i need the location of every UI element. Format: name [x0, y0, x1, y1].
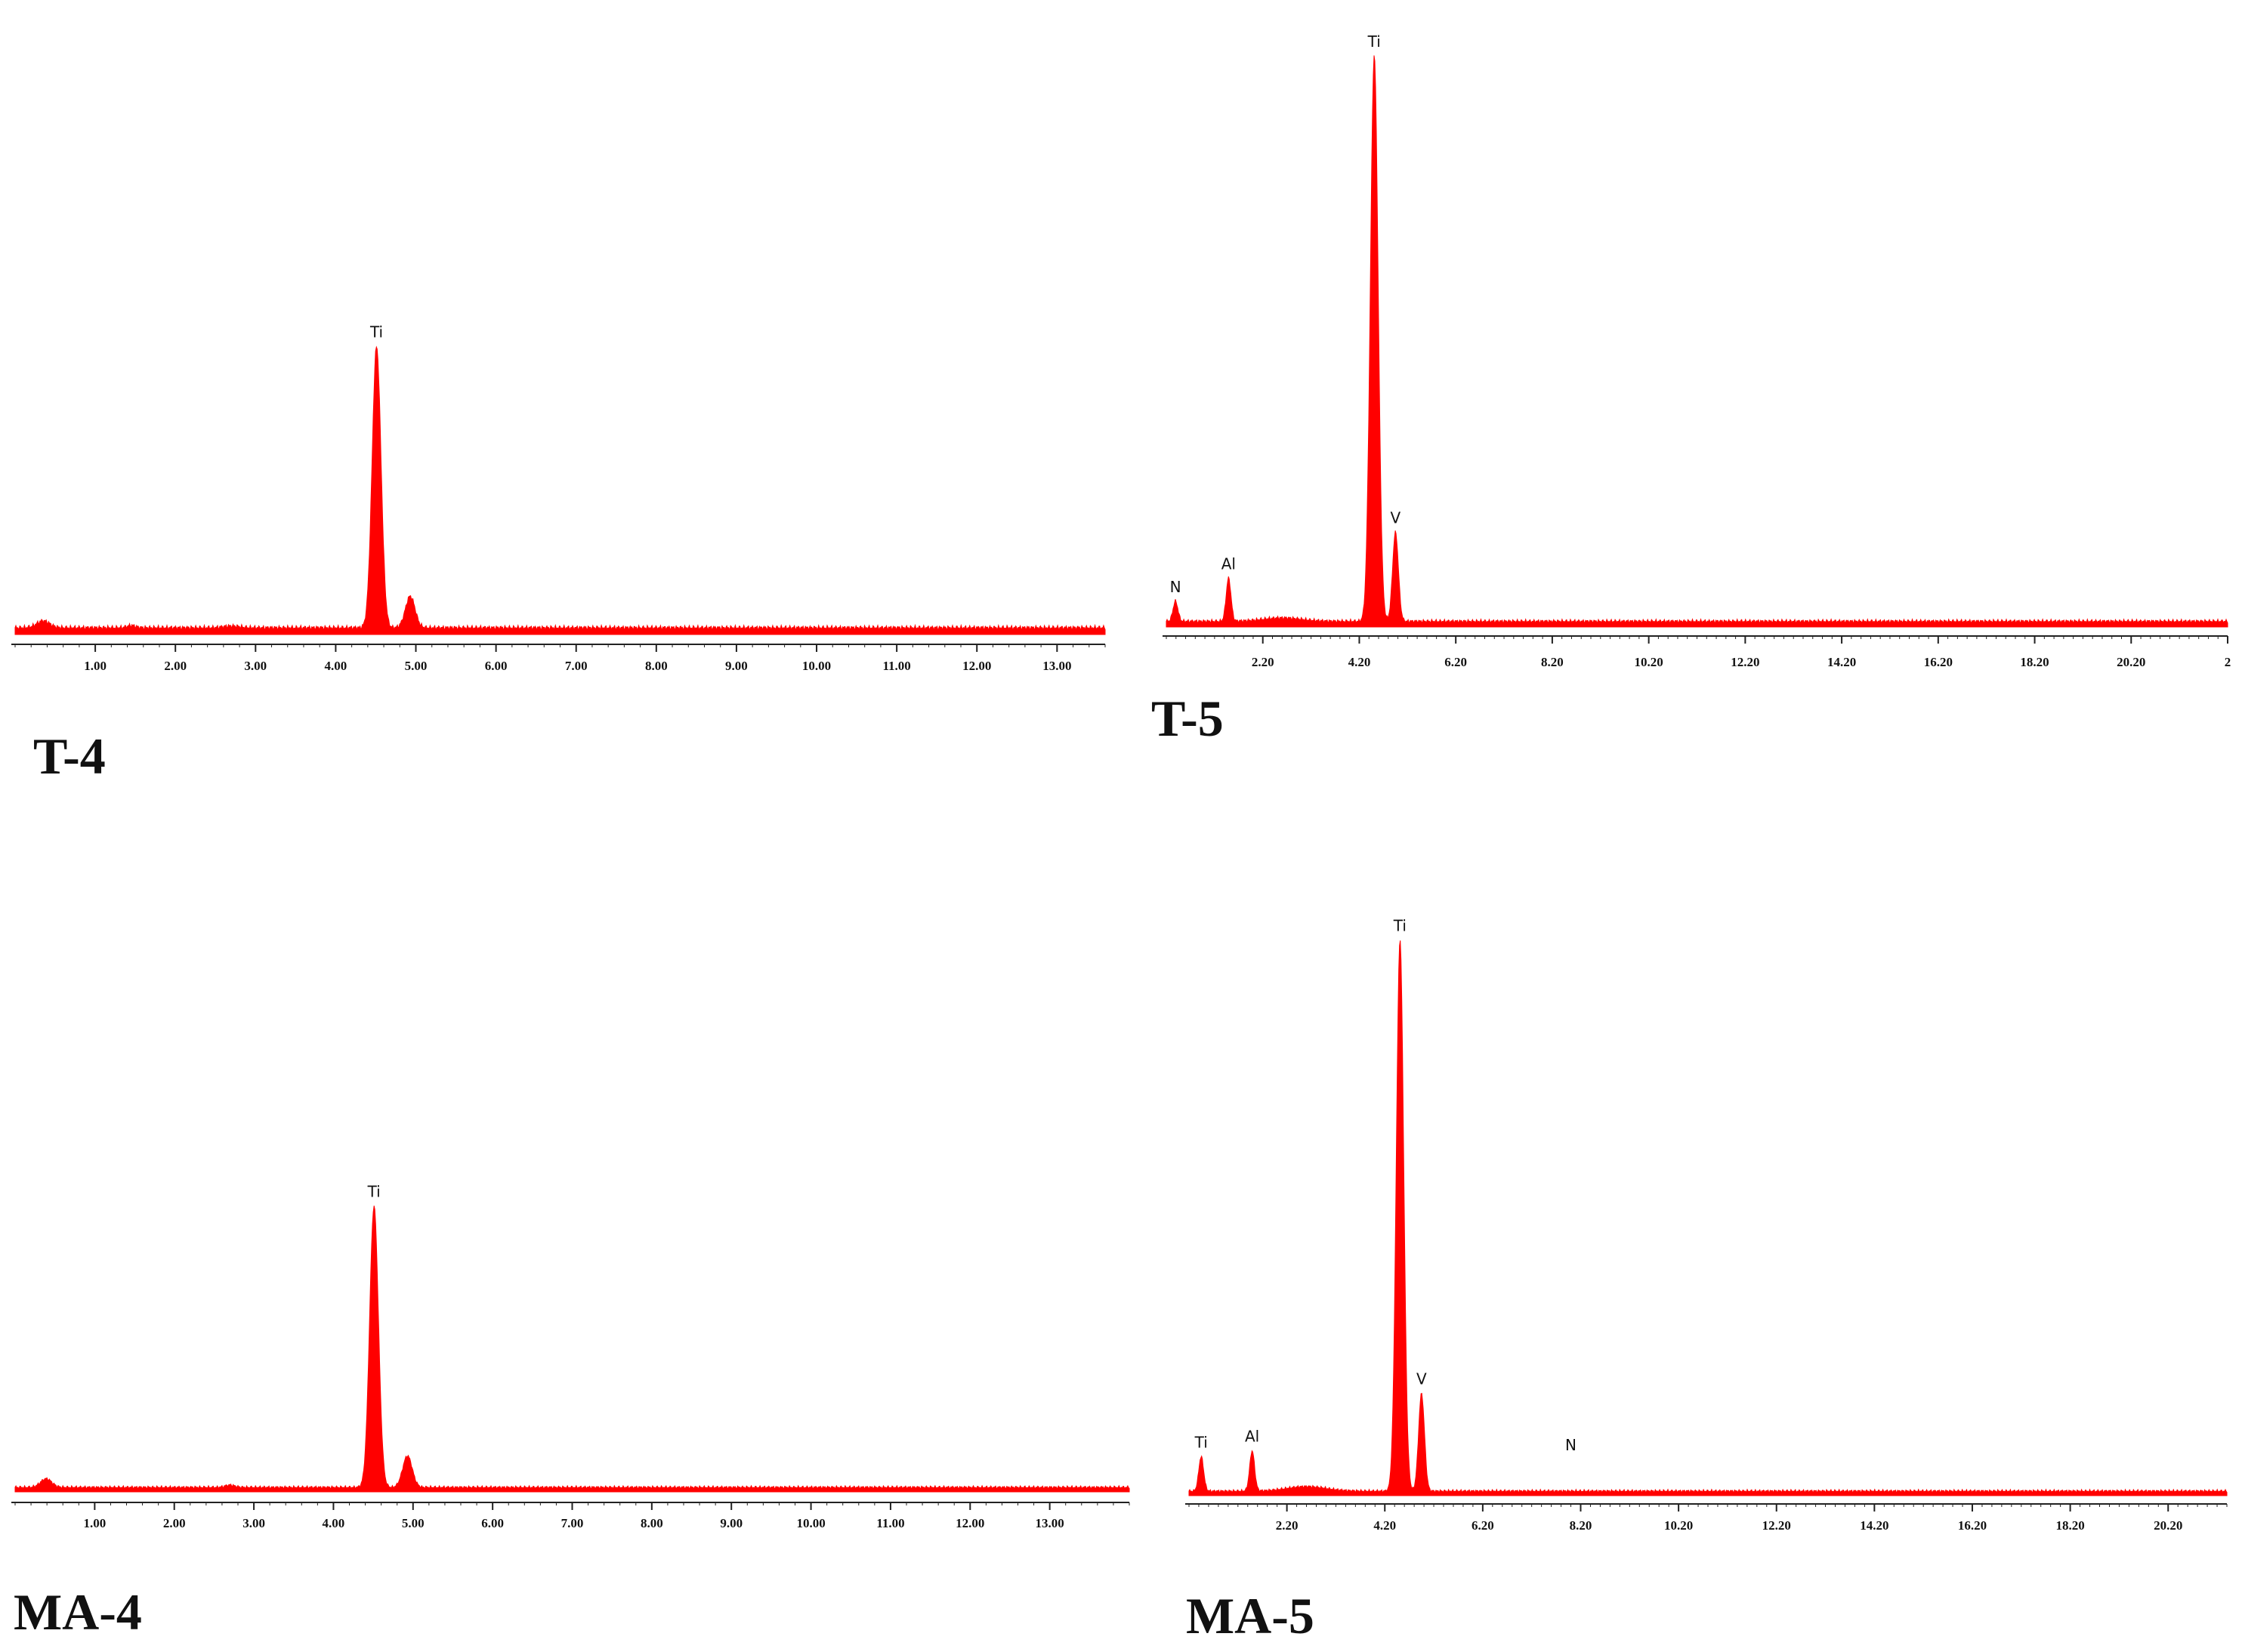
- x-tick-label-t5: 20.20: [2117, 655, 2145, 669]
- peak-label-t5: Ti: [1367, 32, 1381, 51]
- spectrum-panel-t4: 1.00 2.00 3.00 4.00 5.00 6.00 7.00 8.00 9.00 10.0…: [0, 0, 1121, 801]
- x-tick-label-ma5: 18.20: [2055, 1518, 2084, 1533]
- x-tick-label-t5: 8.20: [1541, 655, 1564, 669]
- spectrum-curve-ma4: [14, 1206, 1130, 1493]
- x-tick-label-t5: 2: [2225, 655, 2231, 669]
- x-tick-label-ma4: 9.00: [720, 1516, 743, 1530]
- panel-label-ma4: MA-4: [14, 1583, 142, 1641]
- panel-label-ma5: MA-5: [1186, 1587, 1314, 1644]
- x-tick-label-t5: 14.20: [1827, 655, 1856, 669]
- x-tick-label-t4: 5.00: [405, 659, 428, 673]
- x-tick-label-t4: 8.00: [645, 659, 668, 673]
- x-tick-label-t4: 10.00: [802, 659, 831, 673]
- peak-label-ma5: Al: [1245, 1428, 1259, 1446]
- spectrum-curve-t4: [14, 345, 1106, 635]
- spectrum-chart-t5: 2.20 4.20 6.20 8.20 10.20 12.20 14.20 16.20 18.2…: [1163, 32, 2231, 669]
- x-tick-label-ma4: 8.00: [641, 1516, 663, 1530]
- spectrum-panel-t5: 2.20 4.20 6.20 8.20 10.20 12.20 14.20 16.20 18.2…: [1121, 0, 2242, 801]
- x-tick-label-ma5: 6.20: [1472, 1518, 1494, 1533]
- x-tick-label-t5: 6.20: [1444, 655, 1467, 669]
- spectrum-curve-ma5: [1188, 940, 2228, 1496]
- x-tick-label-ma5: 10.20: [1664, 1518, 1693, 1533]
- peak-label-t5: V: [1391, 509, 1401, 527]
- x-tick-label-t4: 9.00: [725, 659, 748, 673]
- x-tick-label-t5: 4.20: [1348, 655, 1371, 669]
- peak-label-ma5: Ti: [1393, 916, 1407, 934]
- x-tick-label-t4: 12.00: [962, 659, 991, 673]
- peak-label-ma5: N: [1565, 1436, 1577, 1454]
- x-tick-label-ma5: 16.20: [1958, 1518, 1987, 1533]
- panel-label-t4: T-4: [33, 727, 106, 785]
- x-tick-label-t4: 11.00: [882, 659, 910, 673]
- x-tick-label-t4: 3.00: [244, 659, 267, 673]
- x-tick-label-ma4: 7.00: [561, 1516, 584, 1530]
- spectrum-curve-t5: [1166, 55, 2228, 628]
- x-tick-label-t4: 6.00: [485, 659, 508, 673]
- x-tick-label-ma4: 11.00: [876, 1516, 904, 1530]
- x-tick-label-t5: 12.20: [1731, 655, 1759, 669]
- spectrum-panel-ma4: 1.00 2.00 3.00 4.00 5.00 6.00 7.00 8.00 9.00 10.0…: [0, 831, 1130, 1652]
- x-tick-label-ma5: 4.20: [1373, 1518, 1396, 1533]
- peak-label-ma5: V: [1416, 1370, 1427, 1388]
- x-tick-label-ma4: 5.00: [402, 1516, 425, 1530]
- spectrum-chart-ma4: 1.00 2.00 3.00 4.00 5.00 6.00 7.00 8.00 9.00 10.0…: [11, 1183, 1130, 1530]
- spectrum-panel-ma5: 2.20 4.20 6.20 8.20 10.20 12.20 14.20 16.20 18.2…: [1121, 831, 2242, 1652]
- peak-label-t5: Al: [1221, 554, 1236, 573]
- x-tick-label-t5: 18.20: [2020, 655, 2049, 669]
- x-tick-label-ma4: 6.00: [481, 1516, 504, 1530]
- x-tick-label-t4: 13.00: [1042, 659, 1071, 673]
- x-tick-label-ma5: 2.20: [1276, 1518, 1299, 1533]
- peak-label-ma5: Ti: [1194, 1433, 1208, 1451]
- x-tick-label-t5: 2.20: [1252, 655, 1274, 669]
- peak-label-t4: Ti: [369, 323, 383, 341]
- x-tick-label-t4: 7.00: [565, 659, 588, 673]
- x-tick-label-ma4: 2.00: [163, 1516, 186, 1530]
- x-tick-label-ma4: 12.00: [956, 1516, 984, 1530]
- x-tick-label-ma5: 14.20: [1860, 1518, 1888, 1533]
- x-tick-label-t4: 4.00: [325, 659, 347, 673]
- spectrum-chart-t4: 1.00 2.00 3.00 4.00 5.00 6.00 7.00 8.00 9.00 10.0…: [11, 323, 1106, 673]
- x-tick-label-ma4: 10.00: [796, 1516, 825, 1530]
- x-tick-label-t5: 10.20: [1635, 655, 1663, 669]
- x-tick-label-ma4: 3.00: [242, 1516, 265, 1530]
- x-tick-label-ma4: 13.00: [1036, 1516, 1064, 1530]
- spectrum-chart-ma5: 2.20 4.20 6.20 8.20 10.20 12.20 14.20 16.20 18.2…: [1185, 916, 2228, 1533]
- x-tick-label-ma4: 1.00: [83, 1516, 106, 1530]
- peak-label-ma4: Ti: [367, 1183, 381, 1201]
- x-tick-label-t5: 16.20: [1924, 655, 1953, 669]
- x-tick-label-ma4: 4.00: [323, 1516, 345, 1530]
- x-tick-label-ma5: 20.20: [2154, 1518, 2182, 1533]
- peak-label-t5: N: [1170, 578, 1181, 596]
- panel-label-t5: T-5: [1151, 690, 1224, 747]
- x-tick-label-t4: 1.00: [84, 659, 107, 673]
- x-tick-label-ma5: 12.20: [1762, 1518, 1791, 1533]
- x-tick-label-ma5: 8.20: [1570, 1518, 1592, 1533]
- x-tick-label-t4: 2.00: [164, 659, 187, 673]
